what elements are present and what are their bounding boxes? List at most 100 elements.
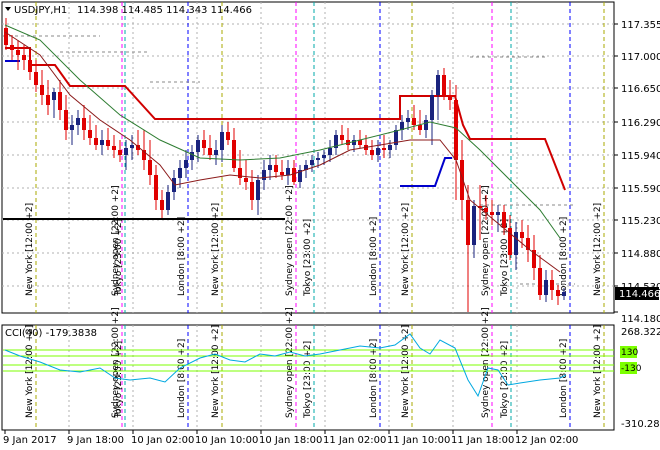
candle-body [508,228,512,255]
candle-body [454,100,458,160]
trailing-stop-line-short [400,157,452,187]
price-tick-label: 114.880 [621,249,660,260]
session-label: Tokyo [23:00 +2] [500,219,510,297]
candle-body [58,92,62,110]
candle-body [130,145,134,148]
candle-body [496,212,500,215]
session-label: Sydney open [22:00 +2] [111,185,121,296]
time-tick-label: 11 Jan 10:00 [387,435,450,446]
current-price-tag [615,287,659,300]
price-tick-label: 117.355 [621,20,660,31]
moving-average-slow [4,24,561,239]
candle-body [46,95,50,105]
current-price: 114.466 [619,289,660,300]
session-label: New York [12:00 +2] [25,203,35,296]
candle-body [70,125,74,130]
candle-body [202,140,206,148]
candle-body [502,212,506,228]
candle-body [178,168,182,178]
candle-body [412,118,416,125]
price-tick-label: 115.590 [621,184,660,195]
session-label: New York [12:00 +2] [593,203,603,296]
price-tick-label: 116.290 [621,118,660,129]
candle-body [532,250,536,268]
time-tick-label: 10 Jan 02:00 [131,435,194,446]
session-label: Sydney open [22:00 +2] [111,307,121,418]
candle-body [268,165,272,170]
candle-body [520,232,524,238]
time-tick-label: 10 Jan 10:00 [195,435,258,446]
candle-body [436,75,440,95]
candle-body [166,192,170,210]
candle-body [358,140,362,145]
session-label: Tokyo [23:00 +2] [114,219,124,297]
time-axis: 9 Jan 2017 9 Jan 18:00 10 Jan 02:00 10 Jan … [3,430,578,446]
candle-body [556,290,560,296]
price-panel[interactable] [1,1,615,314]
candle-body [466,200,470,245]
cci-label: CCI(40) -179.3838 [5,328,97,339]
candle-body [274,165,278,172]
cci-axis: 268.3221 -310.289 130 -130 [620,327,660,430]
support-resistance-lines [3,35,575,285]
candle-body [478,206,482,208]
candle-body [460,160,464,200]
session-label: London [8:00 +2] [177,217,187,296]
candle-body [316,158,320,160]
candle-body [310,160,314,165]
candle-body [4,28,8,45]
candle-body [76,118,80,125]
candle-body [52,92,56,100]
candle-body [256,180,260,200]
candle-body [226,132,230,140]
candle-body [208,148,212,155]
candle-body [40,85,44,95]
candle-body [262,170,266,180]
price-tick-label: 114.180 [621,314,660,325]
symbol-label: USDJPY,H1 [14,5,67,16]
session-label: New York [12:00 +2] [401,203,411,296]
session-label: Sydney open [22:00 +2] [481,307,491,418]
price-tick-label: 116.650 [621,84,660,95]
candle-body [376,148,380,155]
session-label: London [8:00 +2] [369,339,379,418]
candle-body [28,60,32,72]
candle-body [514,232,518,255]
candle-body [340,135,344,140]
price-tick-label: 115.940 [621,151,660,162]
candle-body [196,140,200,152]
candle-body [292,168,296,182]
candle-body [10,45,14,50]
time-tick-label: 12 Jan 02:00 [515,435,578,446]
candle-body [286,168,290,175]
candle-body [82,118,86,130]
candle-body [64,110,68,130]
session-label: London [8:00 +2] [559,217,569,296]
time-tick-label: 9 Jan 18:00 [67,435,124,446]
session-label: Tokyo [23:00 +2] [303,341,313,419]
dropdown-arrow-icon[interactable] [5,7,11,11]
time-tick-label: 10 Jan 18:00 [259,435,322,446]
candle-body [388,145,392,150]
candle-body [244,178,248,182]
candle-body [16,50,20,55]
moving-average-fast [4,31,561,273]
cci-axis-max: 268.3221 [621,327,660,338]
candle-body [34,72,38,85]
candle-body [394,130,398,145]
price-tick-label: 115.230 [621,216,660,227]
candle-body [154,175,158,200]
session-label: London [8:00 +2] [559,339,569,418]
cci-level-high: 130 [621,348,638,358]
indicator-panel[interactable] [1,324,615,431]
candle-body [334,135,338,148]
candle-body [280,172,284,175]
candle-body [172,178,176,192]
candle-body [220,132,224,150]
candle-body [382,148,386,150]
price-tick-label: 117.000 [621,52,660,63]
candle-body [100,140,104,145]
candle-body [424,120,428,130]
trailing-stop-line [5,47,566,191]
